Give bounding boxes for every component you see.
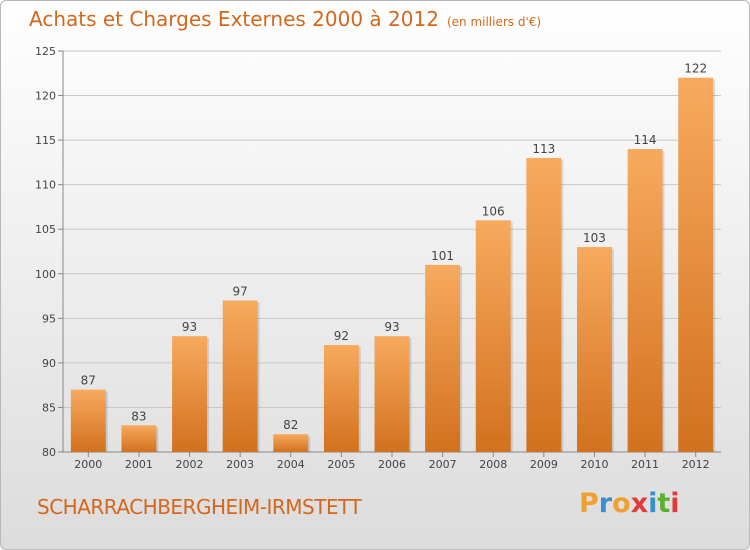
bar bbox=[526, 157, 562, 452]
logo-letter: o bbox=[612, 488, 631, 519]
data-label: 82 bbox=[283, 418, 298, 432]
location-name: SCHARRACHBERGHEIM-IRMSTETT bbox=[37, 495, 362, 519]
logo-letter: i bbox=[648, 488, 658, 519]
logo-letter: i bbox=[670, 488, 680, 519]
y-tick-label: 120 bbox=[35, 90, 56, 103]
data-label: 93 bbox=[182, 320, 197, 334]
data-label: 114 bbox=[634, 133, 657, 147]
data-label: 122 bbox=[684, 62, 707, 76]
x-tick-label: 2007 bbox=[429, 458, 457, 471]
data-label: 101 bbox=[431, 249, 454, 263]
bar bbox=[222, 300, 258, 452]
x-tick-label: 2010 bbox=[580, 458, 608, 471]
data-label: 93 bbox=[384, 320, 399, 334]
x-tick-label: 2000 bbox=[74, 458, 102, 471]
x-tick-label: 2002 bbox=[176, 458, 204, 471]
x-tick-label: 2003 bbox=[226, 458, 254, 471]
bar bbox=[172, 336, 208, 452]
x-tick-label: 2001 bbox=[125, 458, 153, 471]
x-tick-label: 2009 bbox=[530, 458, 558, 471]
bar bbox=[425, 264, 461, 452]
data-label: 83 bbox=[131, 409, 146, 423]
data-label: 113 bbox=[532, 142, 555, 156]
y-tick-label: 105 bbox=[35, 223, 56, 236]
logo-letter: x bbox=[630, 488, 649, 519]
bar bbox=[273, 434, 309, 452]
bar bbox=[121, 425, 157, 452]
y-tick-label: 80 bbox=[42, 446, 56, 459]
proxiti-logo: Proxiti bbox=[579, 488, 680, 519]
data-label: 87 bbox=[81, 374, 96, 388]
bar bbox=[70, 389, 106, 452]
data-label: 106 bbox=[482, 204, 505, 218]
x-tick-label: 2004 bbox=[277, 458, 305, 471]
y-tick-label: 110 bbox=[35, 179, 56, 192]
bar bbox=[627, 149, 663, 452]
y-tick-label: 85 bbox=[42, 401, 56, 414]
y-tick-label: 100 bbox=[35, 268, 56, 281]
logo-letter: t bbox=[657, 488, 671, 519]
bar bbox=[323, 345, 359, 452]
bar bbox=[475, 220, 511, 452]
bar bbox=[374, 336, 410, 452]
x-tick-label: 2006 bbox=[378, 458, 406, 471]
bar bbox=[678, 77, 714, 452]
data-label: 103 bbox=[583, 231, 606, 245]
x-tick-label: 2011 bbox=[631, 458, 659, 471]
chart-title: Achats et Charges Externes 2000 à 2012 (e… bbox=[29, 7, 541, 31]
logo-letter: r bbox=[598, 488, 613, 519]
y-tick-label: 125 bbox=[35, 45, 56, 58]
y-tick-label: 115 bbox=[35, 134, 56, 147]
chart-title-text: Achats et Charges Externes 2000 à 2012 bbox=[29, 7, 439, 31]
data-label: 97 bbox=[233, 285, 248, 299]
x-tick-label: 2005 bbox=[327, 458, 355, 471]
x-tick-label: 2008 bbox=[479, 458, 507, 471]
data-label: 92 bbox=[334, 329, 349, 343]
y-tick-label: 90 bbox=[42, 357, 56, 370]
labels: 80 85 90 95 100 105 110 115 120 125 87 2000 83 2001 93… bbox=[35, 45, 710, 471]
bar bbox=[576, 247, 612, 452]
chart-unit: (en milliers d'€) bbox=[446, 15, 542, 29]
y-tick-label: 95 bbox=[42, 312, 56, 325]
x-tick-label: 2012 bbox=[682, 458, 710, 471]
logo-letter: P bbox=[579, 488, 599, 519]
bars bbox=[70, 77, 716, 452]
